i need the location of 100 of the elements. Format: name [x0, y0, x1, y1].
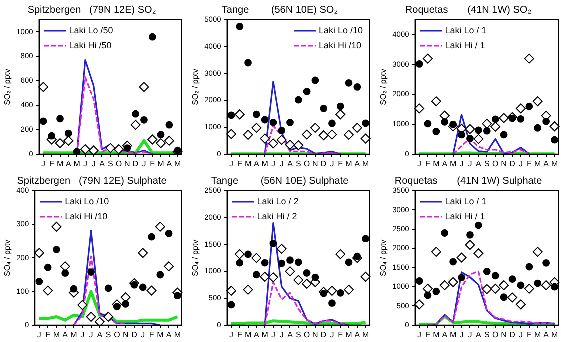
x-tick-label: N	[501, 330, 508, 340]
x-tick-label: J	[460, 159, 464, 168]
x-tick-label: S	[296, 159, 302, 168]
point	[148, 134, 158, 145]
point	[130, 120, 141, 130]
point	[551, 136, 558, 144]
x-tick-label: A	[354, 159, 361, 168]
x-tick-label: A	[442, 330, 448, 340]
x-tick-label: S	[106, 330, 112, 340]
point	[36, 278, 44, 286]
x-tick-label: D	[510, 159, 516, 168]
chart-title: Tange (56N 10E) SO₂	[222, 4, 338, 16]
point	[492, 116, 500, 124]
x-tick-label: A	[288, 330, 294, 340]
point	[64, 130, 72, 138]
x-tick-label: M	[244, 330, 252, 340]
point	[516, 300, 526, 310]
point	[432, 128, 440, 136]
point	[106, 143, 116, 154]
point	[104, 312, 114, 322]
x-tick-label: S	[484, 159, 490, 168]
x-tick-label: M	[56, 159, 64, 168]
point	[328, 120, 336, 128]
point	[362, 235, 370, 243]
x-tick-label: M	[534, 159, 542, 168]
x-tick-label: J	[142, 159, 146, 168]
x-tick-label: A	[354, 330, 361, 340]
point	[360, 134, 371, 144]
point	[285, 140, 296, 150]
x-tick-label: M	[551, 330, 558, 340]
point	[542, 259, 550, 267]
point	[320, 290, 328, 298]
point	[156, 271, 164, 279]
point	[52, 222, 62, 232]
point	[228, 301, 236, 309]
point	[541, 280, 552, 290]
x-tick-label: M	[450, 330, 457, 340]
x-tick-label: J	[518, 159, 523, 168]
x-tick-label: J	[41, 159, 46, 168]
point	[166, 121, 174, 129]
x-tick-label: O	[304, 330, 310, 340]
x-tick-label: M	[262, 330, 269, 340]
point	[80, 144, 90, 154]
point	[516, 104, 526, 114]
point	[508, 276, 516, 284]
x-tick-label: A	[288, 159, 294, 168]
x-tick-label: J	[229, 159, 234, 168]
x-tick-label: J	[280, 330, 284, 340]
x-tick-label: N	[312, 159, 319, 168]
chart-title: Spitzbergen (79N 12E) Sulphate	[17, 176, 168, 187]
point	[534, 280, 542, 288]
point	[252, 253, 262, 264]
point	[276, 135, 287, 146]
point	[517, 282, 525, 290]
x-tick-label: F	[526, 330, 532, 340]
point	[542, 118, 550, 126]
chart-title: Roquetas (41N 1W) SO₂	[405, 4, 532, 16]
x-tick-label: D	[320, 330, 327, 340]
x-tick-label: F	[426, 159, 431, 168]
point	[270, 240, 278, 248]
point	[236, 259, 244, 267]
x-tick-label: M	[262, 159, 269, 168]
point	[303, 270, 311, 277]
point	[114, 144, 124, 154]
point	[261, 259, 269, 267]
point	[113, 303, 121, 311]
x-tick-label: J	[468, 159, 472, 168]
point	[234, 249, 245, 260]
x-tick-label: F	[237, 330, 242, 340]
x-tick-label: A	[544, 330, 550, 340]
point	[122, 300, 130, 308]
point	[450, 120, 458, 128]
point	[243, 284, 254, 295]
y-axis-title: SO₂ / pptv	[191, 68, 200, 106]
point	[474, 222, 482, 230]
point	[286, 118, 294, 126]
x-tick-label: F	[49, 159, 54, 168]
point	[164, 262, 174, 272]
legend-label: Laki Lo / 1	[445, 25, 487, 36]
y-axis-title: SO₂ / pptv	[3, 68, 12, 106]
point	[303, 88, 311, 96]
x-tick-label: A	[544, 159, 550, 168]
x-tick-label: S	[484, 330, 490, 340]
chart-title: Roquetas (41N 1W) Sulphate	[394, 176, 543, 187]
x-tick-label: M	[174, 159, 182, 168]
point	[441, 230, 449, 237]
x-tick-label: M	[70, 330, 78, 340]
point	[310, 123, 320, 134]
x-tick-label: O	[492, 159, 499, 168]
x-tick-label: M	[158, 159, 165, 168]
point	[244, 250, 252, 258]
point	[244, 59, 252, 67]
x-tick-label: A	[254, 330, 260, 340]
x-tick-label: D	[132, 159, 139, 168]
x-tick-label: F	[150, 159, 156, 168]
point	[286, 256, 294, 264]
point	[124, 144, 132, 152]
x-tick-label: J	[330, 159, 334, 168]
point	[490, 284, 501, 294]
x-tick-label: J	[92, 159, 96, 168]
